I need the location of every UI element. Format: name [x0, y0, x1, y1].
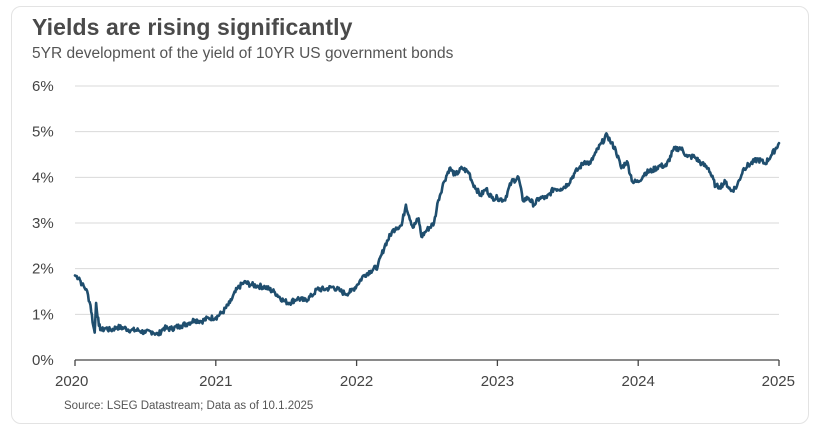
- x-tick-label: 2021: [199, 373, 232, 390]
- y-tick-label: 4%: [32, 169, 54, 186]
- x-tick-label: 2025: [762, 373, 795, 390]
- y-tick-label: 3%: [32, 215, 54, 232]
- x-axis: [74, 359, 780, 366]
- y-tick-label: 6%: [32, 78, 54, 95]
- y-axis-labels: 0% 1% 2% 3% 4% 5% 6%: [32, 78, 54, 369]
- x-tick-label: 2024: [622, 373, 655, 390]
- x-tick-label: 2022: [340, 373, 373, 390]
- x-axis-labels: 2020 2021 2022 2023 2024 2025: [55, 373, 795, 390]
- chart-subtitle: 5YR development of the yield of 10YR US …: [32, 45, 454, 62]
- y-tick-label: 2%: [32, 261, 54, 278]
- y-tick-label: 5%: [32, 124, 54, 141]
- series-line: [73, 132, 781, 337]
- y-tick-label: 1%: [32, 306, 54, 323]
- y-tick-label: 0%: [32, 352, 54, 369]
- source-note: Source: LSEG Datastream; Data as of 10.1…: [64, 400, 314, 412]
- x-tick-label: 2023: [481, 373, 514, 390]
- chart-title: Yields are rising significantly: [32, 14, 353, 40]
- gridlines: [75, 85, 779, 315]
- x-tick-label: 2020: [55, 373, 88, 390]
- series-group: [73, 132, 781, 337]
